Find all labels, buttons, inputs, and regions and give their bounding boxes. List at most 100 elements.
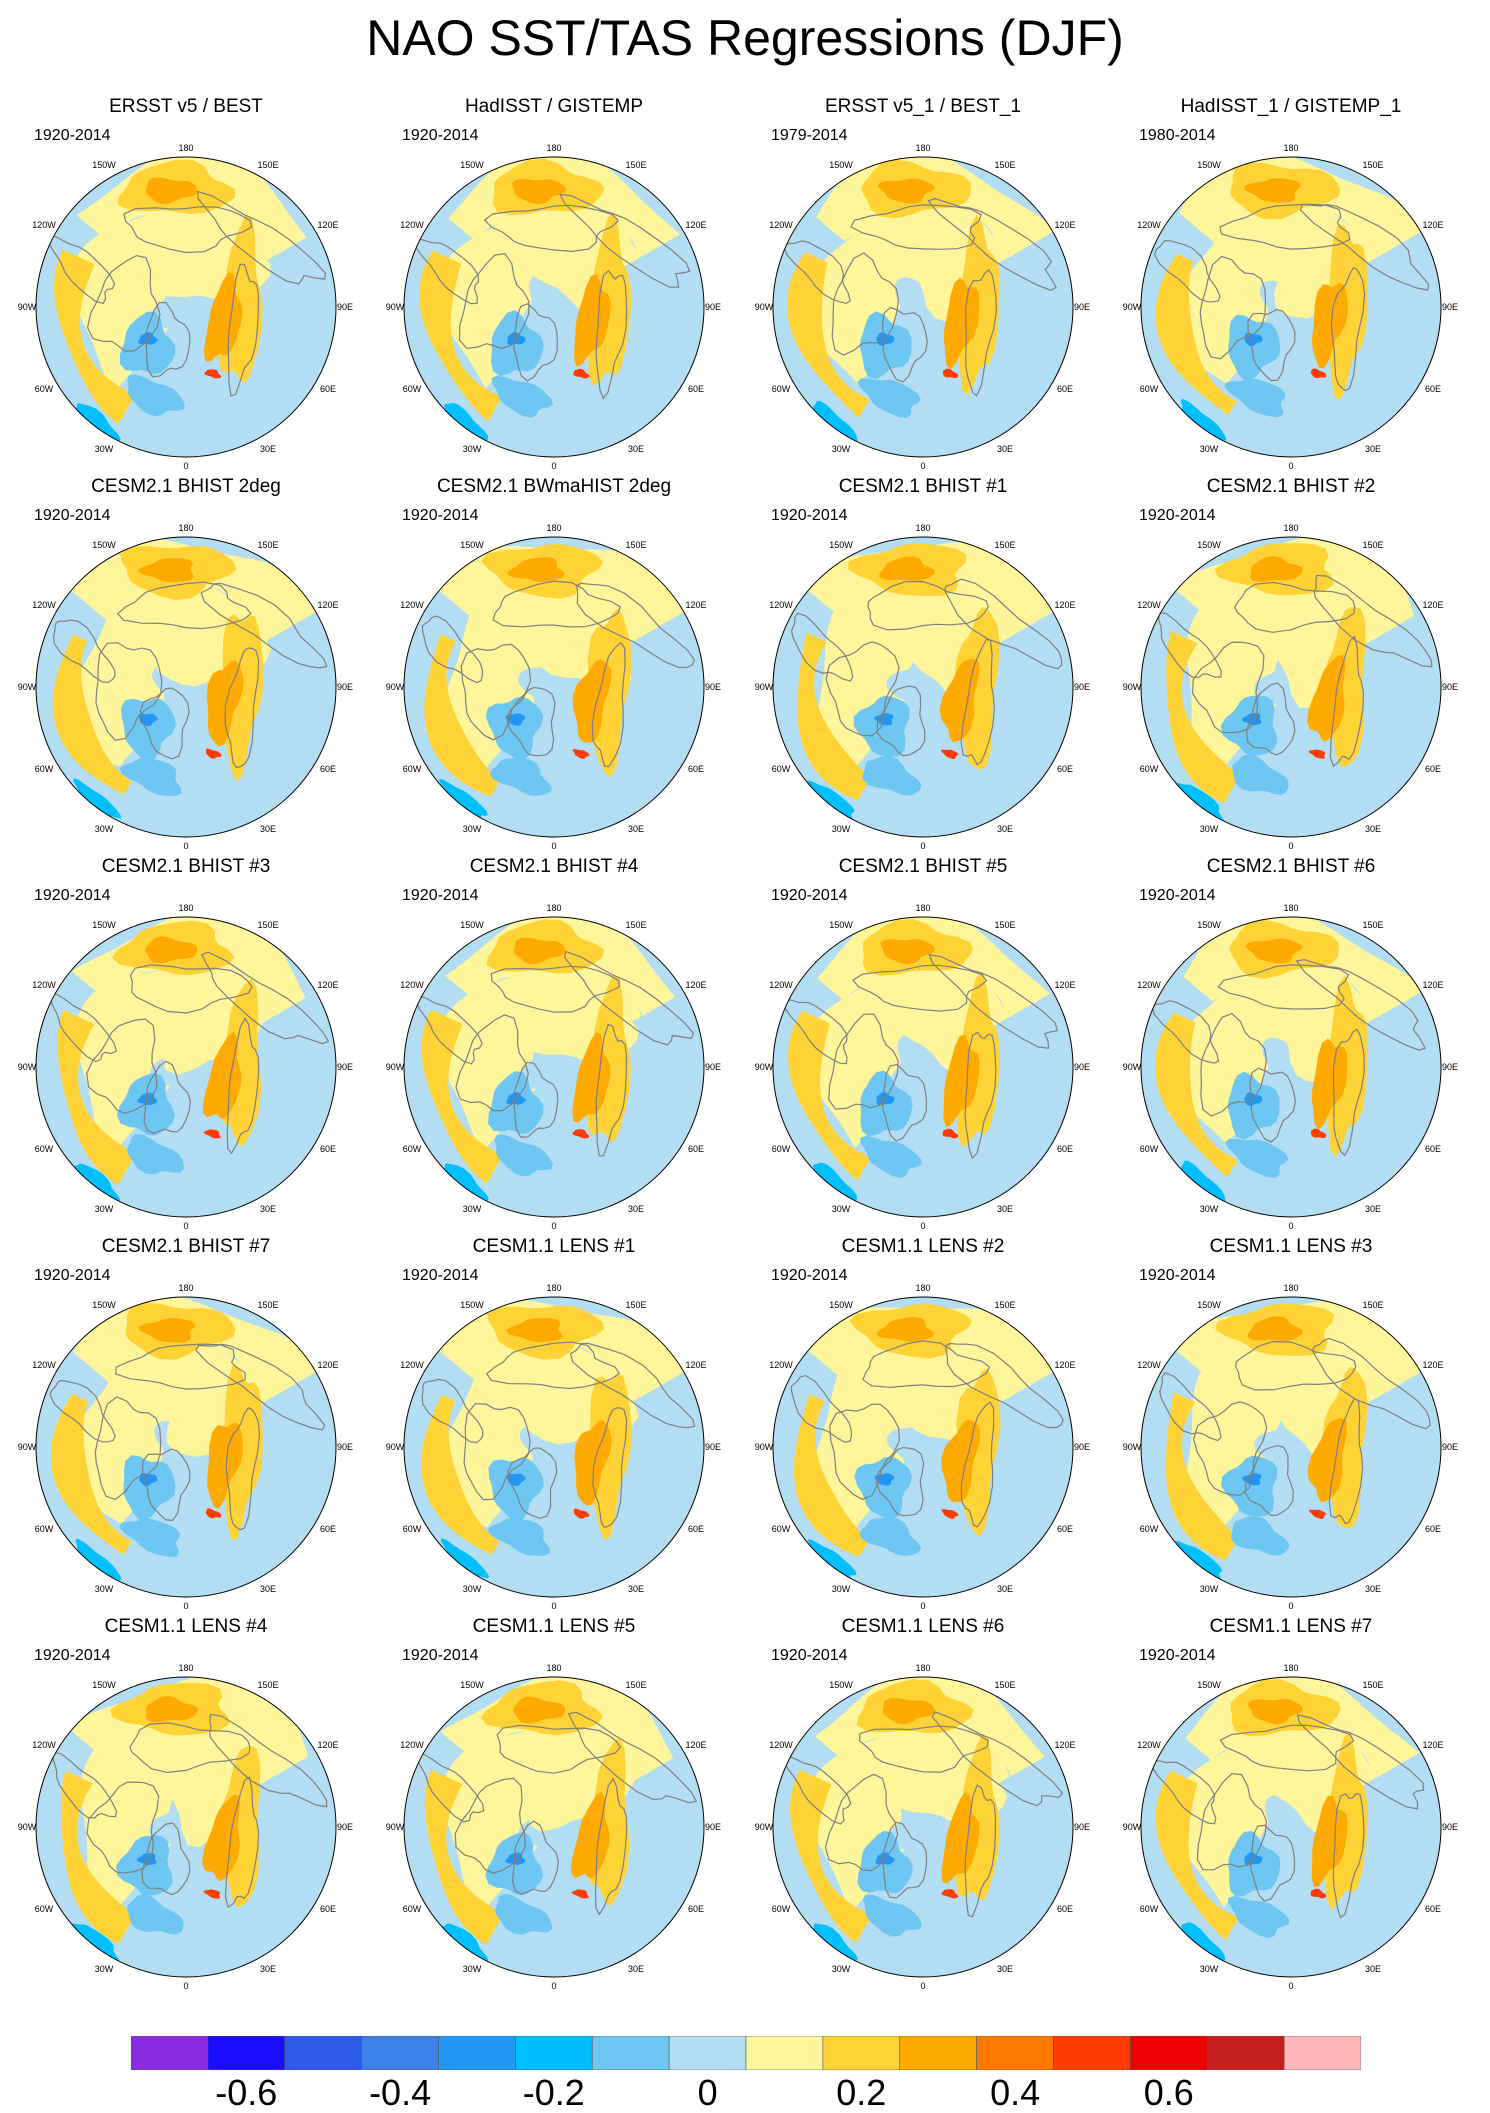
field-contour xyxy=(1155,253,1237,415)
field-contour xyxy=(120,758,182,796)
coastline xyxy=(139,687,190,760)
longitude-label: 150W xyxy=(460,1680,484,1690)
longitude-label: 30E xyxy=(628,1964,644,1974)
coastline xyxy=(1217,964,1350,1010)
field-contour xyxy=(494,1134,554,1177)
longitude-label: 30E xyxy=(1365,824,1381,834)
coastline xyxy=(563,950,695,1046)
field-contour xyxy=(206,660,244,747)
longitude-label: 30W xyxy=(832,1204,851,1214)
longitude-label: 180 xyxy=(1283,1283,1298,1293)
coastline xyxy=(483,204,620,253)
longitude-label: 60E xyxy=(1057,384,1073,394)
longitude-label: 60W xyxy=(1140,1144,1159,1154)
coastline xyxy=(1234,581,1356,633)
field-contour xyxy=(139,1318,196,1343)
field-contour xyxy=(506,1473,526,1487)
panel-period: 1979-2014 xyxy=(771,127,848,144)
longitude-label: 180 xyxy=(178,903,193,913)
longitude-label: 90E xyxy=(337,1822,353,1832)
field-contour xyxy=(424,1769,504,1945)
colorbar-bin xyxy=(1206,2035,1285,2071)
polar-map: 180 150E 120E 90E 60E 30E 0 30W 60W 90W 120W 150W xyxy=(18,523,353,851)
longitude-label: 120E xyxy=(1054,1360,1075,1370)
coastline xyxy=(143,1060,192,1134)
longitude-label: 30E xyxy=(997,824,1013,834)
coastline xyxy=(460,643,532,741)
longitude-label: 60E xyxy=(320,384,336,394)
longitude-label: 30E xyxy=(628,824,644,834)
panel-period: 1920-2014 xyxy=(402,1267,479,1284)
longitude-label: 30E xyxy=(997,444,1013,454)
field-contour xyxy=(874,713,894,726)
colorbar-bin xyxy=(668,2035,747,2071)
map-panel: CESM2.1 BHIST #1 1920-2014 180 150E 120E 90E 6… xyxy=(737,475,1109,860)
field-contour xyxy=(145,177,198,204)
longitude-label: 120E xyxy=(317,220,338,230)
map-boundary xyxy=(35,1676,337,1978)
longitude-label: 90E xyxy=(1074,682,1090,692)
colorbar-bin xyxy=(1130,2035,1208,2071)
panel-period: 1920-2014 xyxy=(34,1647,111,1664)
panel-title: ERSST v5_1 / BEST_1 xyxy=(824,96,1022,117)
longitude-label: 90E xyxy=(337,302,353,312)
map-panel: ERSST v5 / BEST 1920-2014 180 150E 120E 90E 60… xyxy=(0,95,372,480)
longitude-label: 30E xyxy=(260,1964,276,1974)
coastline xyxy=(49,1379,116,1443)
panel-period: 1920-2014 xyxy=(402,1647,479,1664)
field-contour xyxy=(207,1422,243,1509)
longitude-label: 150E xyxy=(994,1680,1015,1690)
longitude-label: 30E xyxy=(997,1964,1013,1974)
coastline xyxy=(141,1822,191,1896)
panel-title: CESM1.1 LENS #2 xyxy=(841,1236,1005,1257)
field-contour xyxy=(419,250,503,422)
longitude-label: 0 xyxy=(920,1981,925,1991)
coastline xyxy=(455,1014,529,1112)
field-contour xyxy=(793,1394,870,1557)
map-boundary xyxy=(1140,156,1442,458)
longitude-label: 90W xyxy=(18,682,37,692)
longitude-label: 60E xyxy=(320,1904,336,1914)
field-contour xyxy=(862,755,922,796)
field-contour xyxy=(205,1508,222,1519)
field-contour xyxy=(73,778,121,819)
coastline xyxy=(511,1820,560,1895)
longitude-label: 150W xyxy=(460,1300,484,1310)
longitude-label: 60E xyxy=(688,1144,704,1154)
map-boundary xyxy=(403,1676,705,1978)
longitude-label: 120E xyxy=(1054,600,1075,610)
polar-map: 180 150E 120E 90E 60E 30E 0 30W 60W 90W 120W 150W xyxy=(386,143,721,471)
longitude-label: 150E xyxy=(625,160,646,170)
field-contour xyxy=(1227,1071,1280,1140)
map-panel: CESM2.1 BHIST #4 1920-2014 180 150E 120E 90E 6… xyxy=(368,855,740,1240)
coastline xyxy=(1249,1067,1297,1143)
longitude-label: 30W xyxy=(95,444,114,454)
coastline xyxy=(783,999,848,1065)
coastline xyxy=(197,190,327,285)
panel-title: CESM1.1 LENS #3 xyxy=(1209,1236,1373,1257)
longitude-label: 0 xyxy=(183,1601,188,1611)
field-contour xyxy=(513,937,566,964)
field-contour xyxy=(1310,1128,1327,1138)
coastline xyxy=(52,619,116,684)
longitude-label: 150E xyxy=(1362,920,1383,930)
longitude-label: 0 xyxy=(1288,461,1293,471)
longitude-label: 150W xyxy=(460,540,484,550)
longitude-label: 120W xyxy=(769,1360,793,1370)
coastline xyxy=(52,1751,118,1819)
coastline xyxy=(1249,1824,1296,1902)
coastline xyxy=(829,1403,901,1500)
field-contour xyxy=(138,558,195,583)
panel-title: CESM1.1 LENS #6 xyxy=(841,1616,1005,1637)
field-contour xyxy=(941,749,959,759)
field-contour xyxy=(145,936,198,964)
field-contour xyxy=(807,1539,857,1581)
longitude-label: 60W xyxy=(1140,1904,1159,1914)
longitude-label: 60W xyxy=(403,764,422,774)
longitude-label: 180 xyxy=(915,523,930,533)
longitude-label: 90W xyxy=(1123,1062,1142,1072)
longitude-label: 0 xyxy=(551,1981,556,1991)
coastline xyxy=(927,197,1057,291)
longitude-label: 150W xyxy=(460,920,484,930)
longitude-label: 30E xyxy=(628,1204,644,1214)
